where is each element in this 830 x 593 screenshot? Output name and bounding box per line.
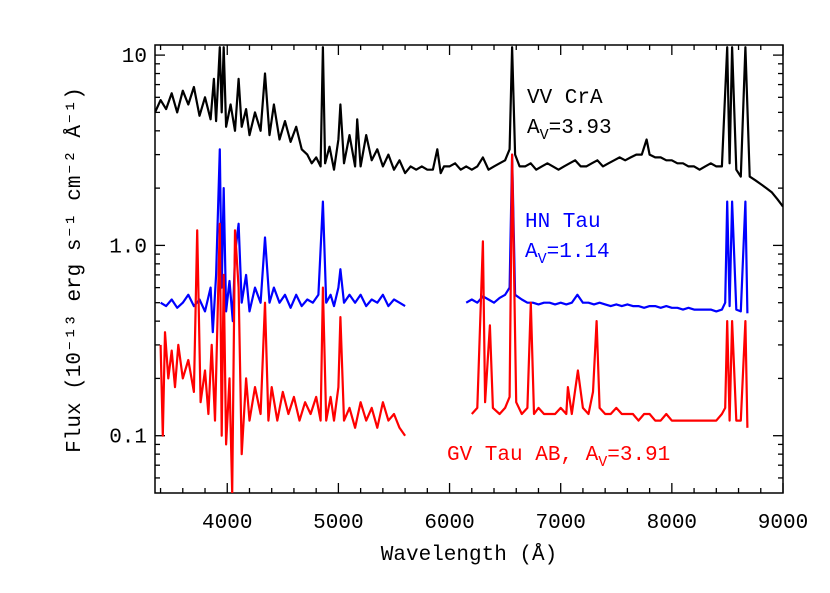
- y-tick-label: 10: [122, 46, 147, 69]
- annotation-subscript: V: [540, 127, 549, 144]
- spectrum-line: [160, 148, 749, 334]
- annotation: HN Tau: [525, 211, 601, 234]
- spectrum-line: [155, 46, 783, 208]
- x-tick-label: 6000: [424, 512, 474, 535]
- y-tick-label: 1.0: [109, 236, 147, 259]
- spectrum-line: [159, 153, 749, 493]
- annotation-subscript: V: [598, 454, 607, 471]
- annotation-subscript: V: [538, 251, 547, 268]
- annotation: GV Tau AB, AV=3.91: [447, 444, 670, 471]
- annotation-text: =3.91: [607, 444, 670, 467]
- x-tick-label: 9000: [758, 512, 808, 535]
- plot-area: [155, 46, 783, 493]
- x-tick-label: 7000: [535, 512, 585, 535]
- plot-frame: [154, 44, 784, 494]
- y-axis-label: Flux (10⁻¹³ erg s⁻¹ cm⁻² Å⁻¹): [64, 87, 87, 453]
- annotation: AV=3.93: [527, 117, 612, 144]
- annotation-text: GV Tau AB, A: [447, 444, 599, 467]
- annotation-text: A: [527, 117, 540, 140]
- x-tick-label: 5000: [313, 512, 363, 535]
- annotation-text: VV CrA: [527, 87, 603, 110]
- annotation-text: =3.93: [549, 117, 612, 140]
- x-tick-label: 4000: [202, 512, 252, 535]
- annotation-text: =1.14: [547, 241, 610, 264]
- x-axis-label: Wavelength (Å): [381, 544, 557, 567]
- annotation-text: A: [525, 241, 538, 264]
- annotation-text: HN Tau: [525, 211, 601, 234]
- x-tick-label: 8000: [647, 512, 697, 535]
- y-tick-label: 0.1: [109, 427, 147, 450]
- annotation: AV=1.14: [525, 241, 610, 268]
- annotation: VV CrA: [527, 87, 603, 110]
